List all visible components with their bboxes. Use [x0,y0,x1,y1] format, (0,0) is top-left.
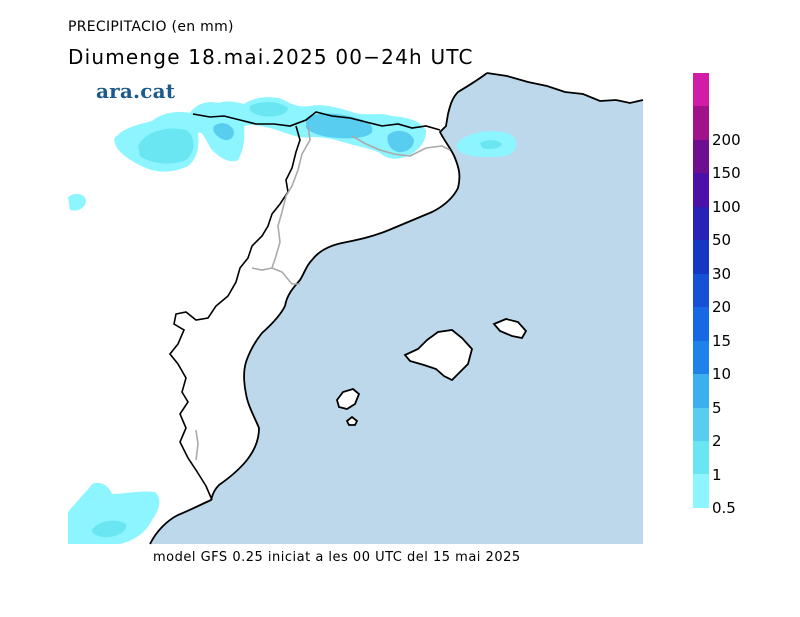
legend-bar [693,73,709,508]
model-footer: model GFS 0.25 iniciat a les 00 UTC del … [153,550,521,565]
date-subtitle: Diumenge 18.mai.2025 00−24h UTC [68,45,474,69]
legend-label: 150 [712,164,741,183]
border-france-spain [192,111,441,131]
precip-pyrenees-1mm [138,128,194,164]
page-title: PRECIPITACIO (en mm) [68,19,234,35]
legend-label: 1 [712,465,722,484]
legend-label: 20 [712,298,732,317]
legend-swatch [693,273,709,308]
island-ibiza [336,387,361,410]
legend-swatch [693,106,709,140]
inland-boundary [168,125,301,501]
precip-areas [68,97,517,544]
brand-logo: ara.cat [96,79,176,103]
precip-pyrenees-2mm-c [213,123,234,140]
precip-southwest [68,482,160,544]
precip-pyrenees-1mm-b [249,102,288,117]
island-menorca [492,318,528,340]
island-formentera [345,415,359,426]
regional-borders [195,125,451,461]
precip-pyrenees [114,97,427,172]
legend-label: 2 [712,432,722,451]
coastline-france [486,72,644,104]
precip-west-spot [68,193,86,211]
legend-label: 30 [712,264,732,283]
legend-swatch [693,307,709,341]
legend-swatch [693,73,709,107]
legend-swatch [693,340,709,375]
legend-swatch [693,374,709,408]
legend-label: 0.5 [712,499,736,517]
land-mass [68,73,487,544]
coastline [149,72,488,545]
precip-southwest-1mm [92,520,127,538]
legend-swatch [693,440,709,475]
legend-label: 15 [712,331,732,350]
island-mallorca [403,329,473,382]
legend-swatch [693,474,709,508]
legend-label: 100 [712,197,741,216]
precip-pyrenees-2mm-b [387,130,414,153]
legend-swatch [693,173,709,207]
legend-swatch [693,407,709,441]
legend-label: 10 [712,365,732,384]
legend-label: 200 [712,130,741,149]
legend-swatch [693,139,709,174]
legend-label: 5 [712,398,722,417]
legend-swatch [693,240,709,274]
legend-swatch [693,206,709,241]
legend-label: 50 [712,231,732,250]
precip-sea-ne-1mm [480,140,502,149]
